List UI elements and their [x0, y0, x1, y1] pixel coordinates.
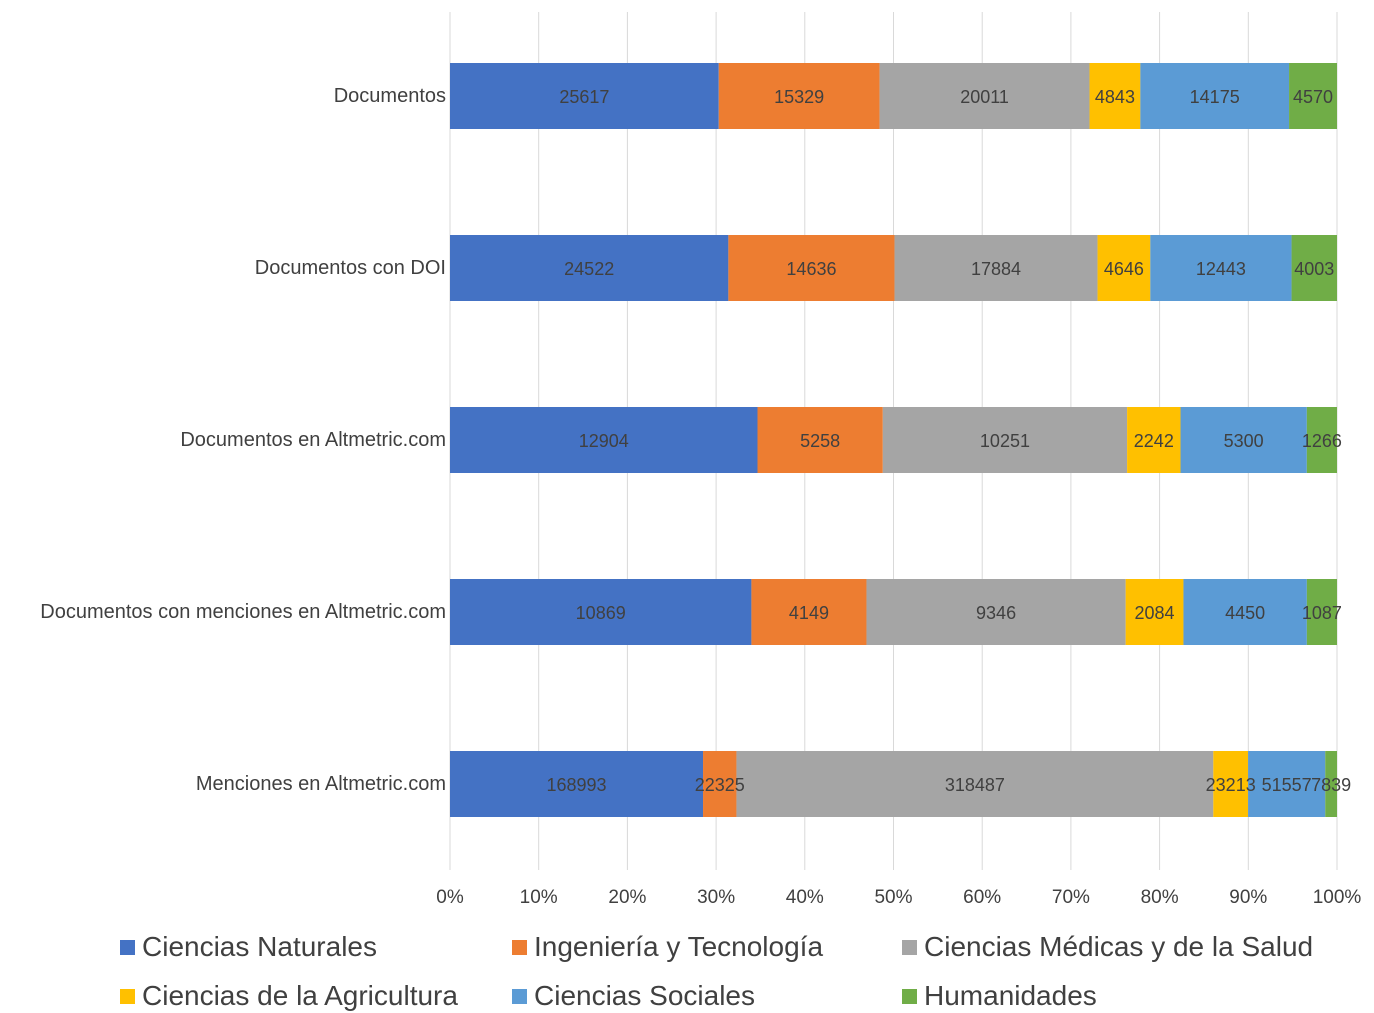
- data-label: 17884: [971, 259, 1021, 279]
- category-label: Documentos con menciones en Altmetric.co…: [40, 601, 446, 623]
- bar-segment: [1140, 63, 1290, 129]
- x-tick-label: 20%: [608, 887, 646, 908]
- bar-segment: [1325, 751, 1337, 817]
- data-label: 14175: [1190, 87, 1240, 107]
- data-label: 7839: [1311, 775, 1351, 795]
- data-label: 5300: [1224, 431, 1264, 451]
- bar-segment: [736, 751, 1214, 817]
- x-tick-label: 80%: [1141, 887, 1179, 908]
- x-tick-label: 40%: [786, 887, 824, 908]
- data-label: 4003: [1294, 259, 1334, 279]
- x-tick-label: 90%: [1229, 887, 1267, 908]
- data-label: 10251: [980, 431, 1030, 451]
- bar-segment: [450, 407, 758, 473]
- bar-segment: [1289, 63, 1337, 129]
- category-label: Documentos con DOI: [255, 257, 446, 279]
- bar-segment: [718, 63, 880, 129]
- category-label: Documentos: [334, 85, 446, 107]
- bar-segment: [450, 579, 752, 645]
- x-tick-label: 70%: [1052, 887, 1090, 908]
- data-label: 318487: [945, 775, 1005, 795]
- data-label: 12443: [1196, 259, 1246, 279]
- data-label: 24522: [564, 259, 614, 279]
- category-label: Documentos en Altmetric.com: [180, 429, 446, 451]
- x-tick-label: 0%: [436, 887, 464, 908]
- bars: 25617 15329 20011 4843 14175 4570 24522 14636 17…: [450, 63, 1351, 817]
- x-tick-label: 10%: [520, 887, 558, 908]
- data-label: 22325: [695, 775, 745, 795]
- bar-segment: [1125, 579, 1184, 645]
- bar-segment: [1306, 407, 1337, 473]
- bar-segment: [879, 63, 1090, 129]
- data-label: 168993: [546, 775, 606, 795]
- data-label: 51557: [1262, 775, 1312, 795]
- bar-segment: [894, 235, 1098, 301]
- data-label: 1266: [1302, 431, 1342, 451]
- bar-segment: [1183, 579, 1307, 645]
- bar-segment: [1291, 235, 1337, 301]
- bar-segment: [751, 579, 867, 645]
- category-label: Menciones en Altmetric.com: [196, 773, 446, 795]
- data-label: 20011: [960, 87, 1009, 107]
- data-label: 15329: [774, 87, 824, 107]
- bar-segment: [450, 63, 719, 129]
- x-axis-ticks: 0% 10% 20% 30% 40% 50% 60% 70% 80% 90% 100%: [436, 887, 1361, 908]
- bar-segment: [1089, 63, 1141, 129]
- data-label: 4570: [1293, 87, 1333, 107]
- data-label: 12904: [579, 431, 629, 451]
- data-label: 2242: [1134, 431, 1174, 451]
- bar-segment: [866, 579, 1126, 645]
- data-label: 4450: [1225, 603, 1265, 623]
- data-label: 1087: [1302, 603, 1342, 623]
- bar-segment: [1097, 235, 1151, 301]
- data-label: 5258: [800, 431, 840, 451]
- data-label: 10869: [576, 603, 626, 623]
- data-label: 23213: [1206, 775, 1256, 795]
- category-labels: Documentos Documentos con DOI Documentos e…: [40, 85, 446, 795]
- x-tick-label: 60%: [963, 887, 1001, 908]
- bar-segment: [450, 235, 729, 301]
- bar-segment: [757, 407, 883, 473]
- bar-segment: [1306, 579, 1337, 645]
- data-label: 2084: [1135, 603, 1175, 623]
- data-label: 25617: [559, 87, 609, 107]
- data-label: 9346: [976, 603, 1016, 623]
- bar-segment: [1150, 235, 1292, 301]
- x-tick-label: 30%: [697, 887, 735, 908]
- data-label: 4646: [1104, 259, 1144, 279]
- bar-segment: [1213, 751, 1249, 817]
- bar-segment: [703, 751, 737, 817]
- bar-segment: [1127, 407, 1181, 473]
- data-label: 4149: [789, 603, 829, 623]
- x-tick-label: 100%: [1313, 887, 1362, 908]
- bar-segment: [728, 235, 895, 301]
- data-label: 4843: [1095, 87, 1135, 107]
- bar-segment: [882, 407, 1128, 473]
- x-tick-label: 50%: [874, 887, 912, 908]
- bar-segment: [450, 751, 704, 817]
- bar-segment: [1180, 407, 1307, 473]
- data-label: 14636: [786, 259, 836, 279]
- bar-segment: [1248, 751, 1326, 817]
